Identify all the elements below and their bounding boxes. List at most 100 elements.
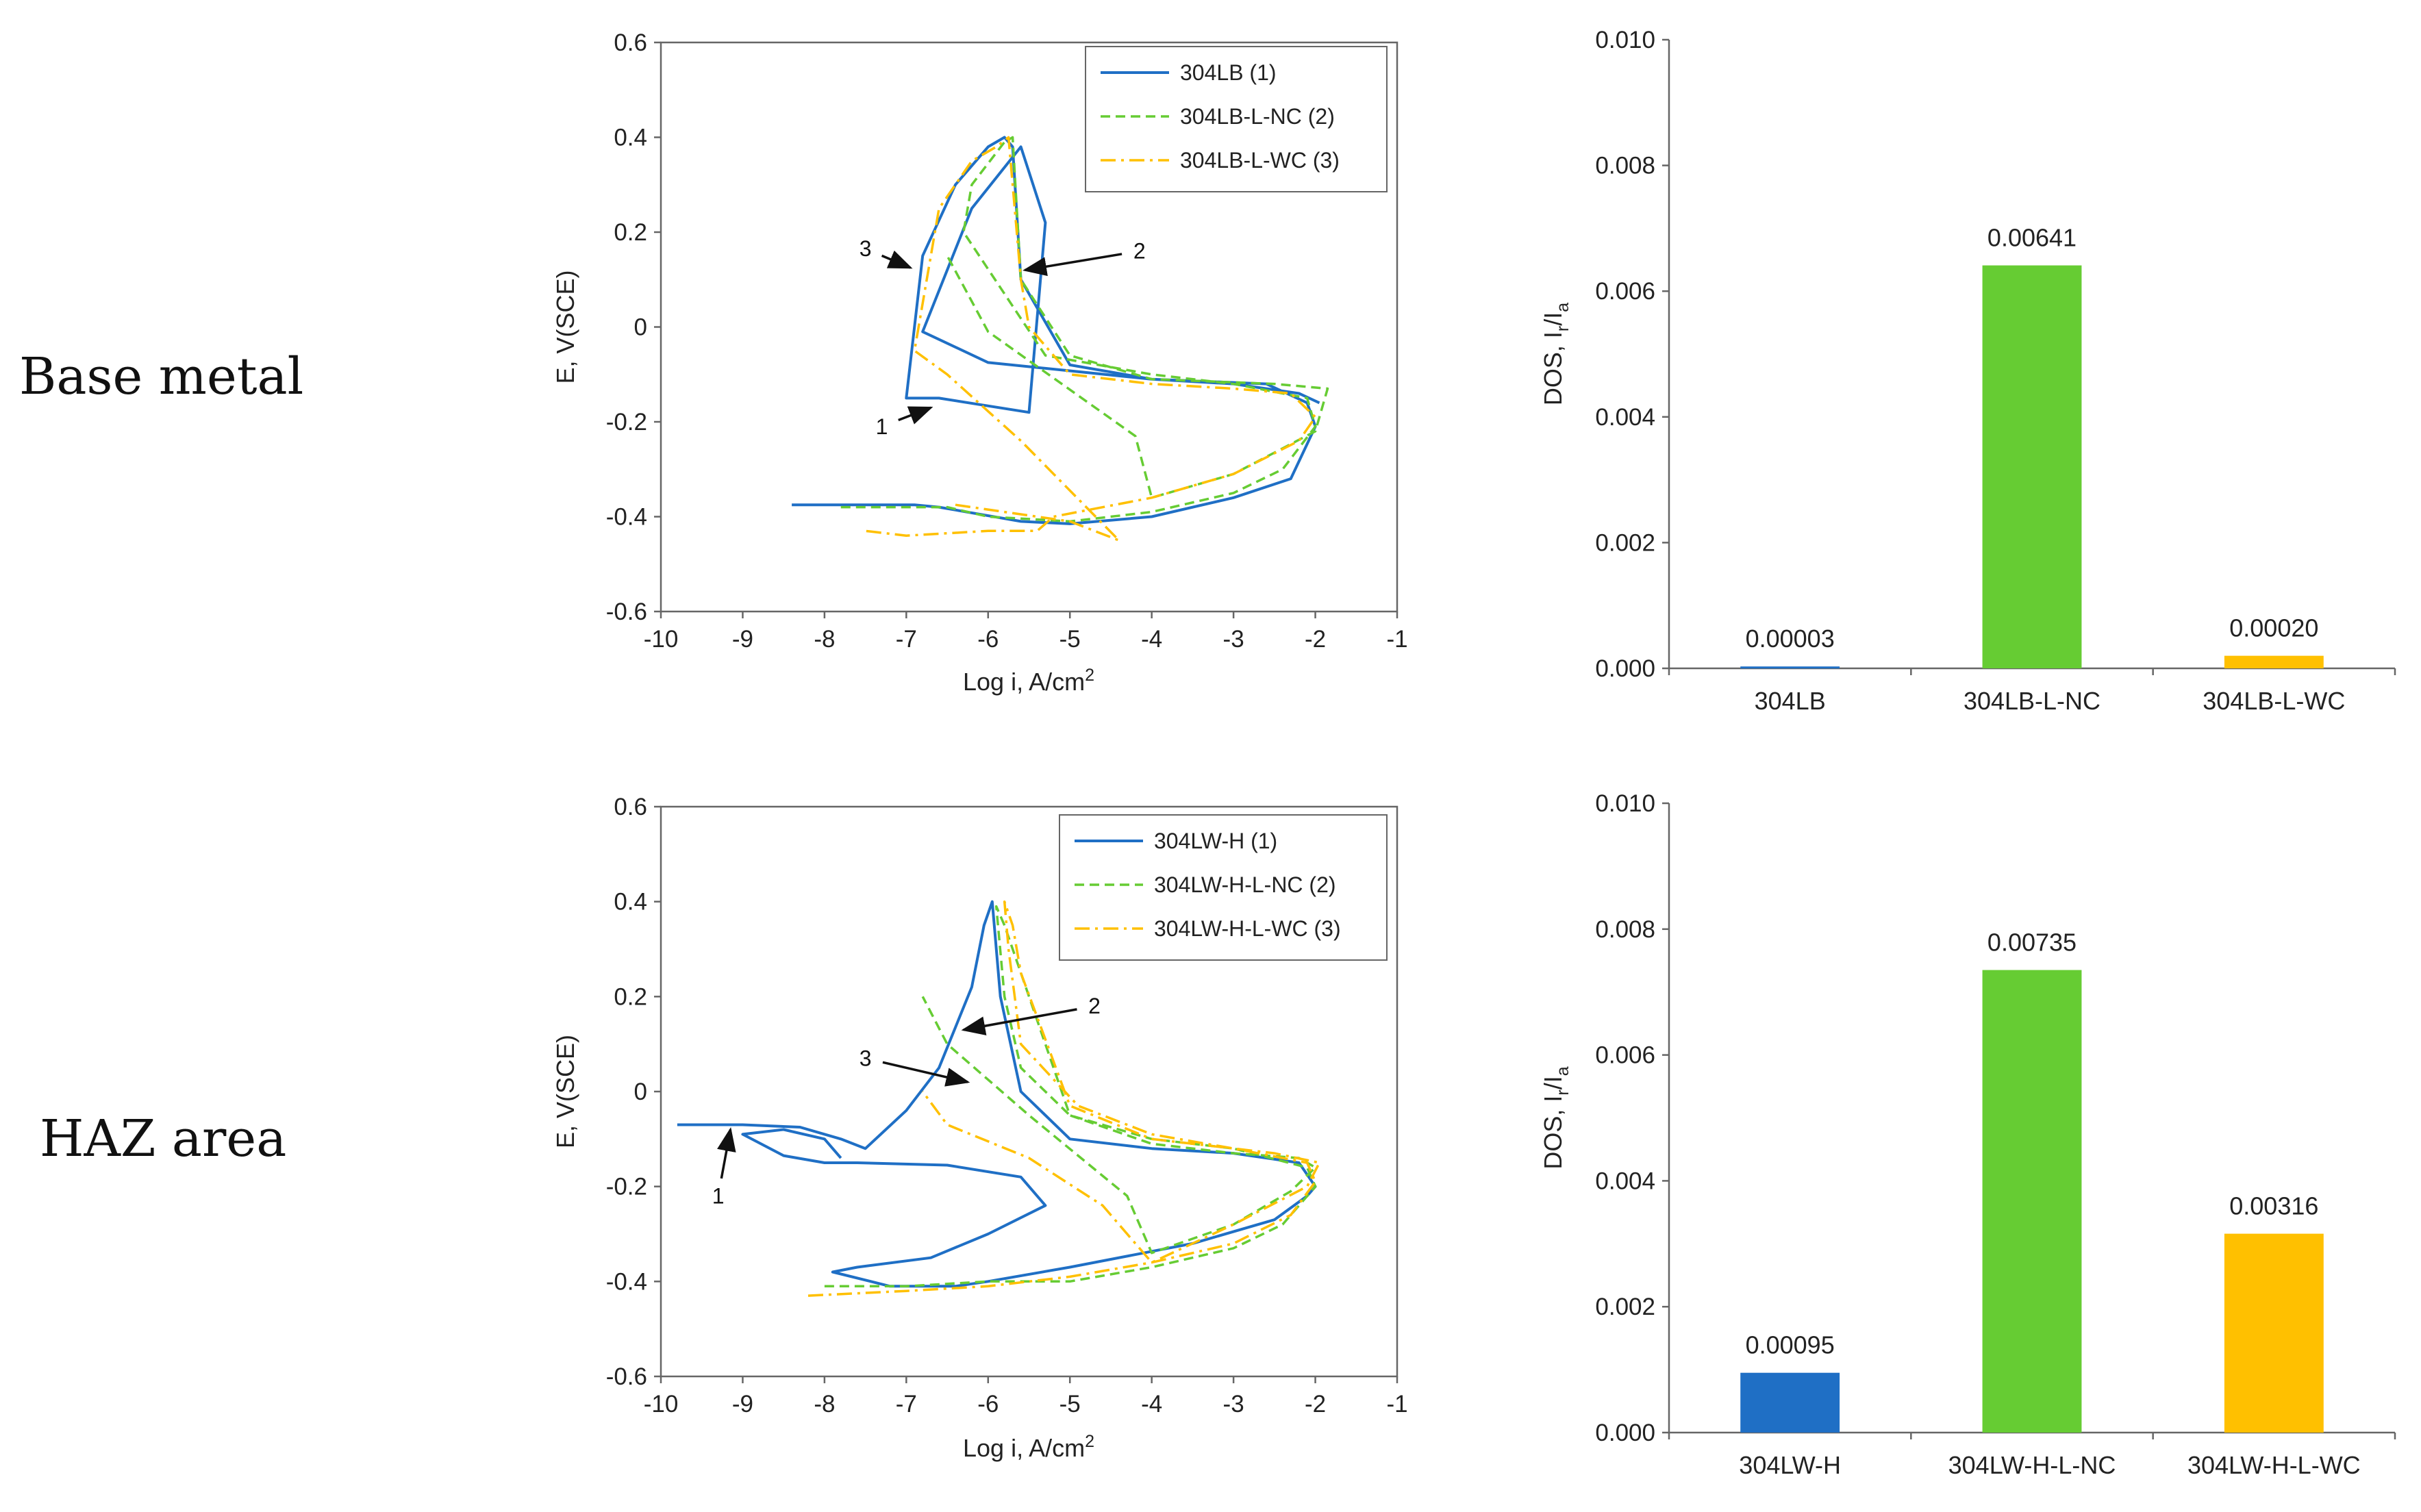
y-tick-label: -0.6 — [606, 1363, 647, 1390]
annotation-arrow-2 — [961, 1008, 1077, 1036]
y-tick-label: 0.000 — [1595, 655, 1655, 682]
x-tick-label: -4 — [1141, 1391, 1162, 1418]
x-axis-label-main: Log i, A/cm — [963, 1434, 1085, 1462]
y-tick-label: 0.008 — [1595, 916, 1655, 943]
annotation-label-2: 2 — [1133, 239, 1146, 264]
legend-entry-1: 304LW-H (1) — [1154, 829, 1277, 853]
x-tick-label: -1 — [1386, 626, 1407, 653]
series-line-1 — [792, 136, 1320, 525]
y-axis-label-sub-r: r — [1553, 1089, 1572, 1095]
y-axis-label-sub-a: a — [1553, 303, 1572, 312]
y-tick-label: 0.010 — [1595, 790, 1655, 817]
x-tick-label: -7 — [896, 626, 917, 653]
y-tick-label: 0.4 — [614, 125, 647, 151]
annotation-label-3: 3 — [860, 1046, 872, 1070]
x-tick-label: -8 — [814, 626, 835, 653]
legend-box — [1085, 46, 1388, 192]
y-axis-label-sub-a: a — [1553, 1066, 1572, 1076]
y-tick-label: 0.6 — [614, 794, 647, 820]
y-tick-label: -0.2 — [606, 409, 647, 436]
annotation-arrow-1 — [717, 1127, 736, 1179]
annotation-arrow-3 — [882, 1061, 970, 1087]
category-label-1: 304LW-H — [1739, 1451, 1841, 1479]
x-tick-label: -6 — [977, 1391, 999, 1418]
row-label-base-metal: Base metal — [19, 347, 303, 406]
bar-3 — [2224, 1233, 2324, 1433]
x-axis-label-main: Log i, A/cm — [963, 668, 1085, 696]
y-axis-label: E, V(SCE) — [551, 1035, 579, 1148]
x-tick-label: -5 — [1059, 626, 1081, 653]
series-line-3 — [807, 900, 1321, 1297]
y-tick-label: 0.6 — [614, 29, 647, 56]
category-label-2: 304LB-L-NC — [1964, 687, 2100, 715]
y-tick-label: 0.002 — [1595, 529, 1655, 556]
annotation-arrow-2 — [1023, 253, 1122, 277]
x-axis-label: Log i, A/cm2 — [963, 666, 1094, 696]
x-tick-label: -2 — [1305, 1391, 1326, 1418]
bar-1 — [1740, 1372, 1840, 1433]
bar-1 — [1740, 666, 1840, 669]
annotation-label-3: 3 — [860, 236, 872, 261]
bar-value-label-1: 0.00003 — [1746, 625, 1835, 653]
y-tick-label: 0.010 — [1595, 27, 1655, 53]
bar-value-label-2: 0.00735 — [1987, 929, 2077, 957]
x-axis-label-superscript: 2 — [1085, 1432, 1094, 1451]
y-tick-label: 0.4 — [614, 889, 647, 916]
category-label-2: 304LW-H-L-NC — [1948, 1451, 2116, 1479]
x-tick-label: -10 — [644, 1391, 679, 1418]
x-tick-label: -10 — [644, 626, 679, 653]
y-axis-label-main: DOS, I — [1539, 1096, 1567, 1170]
y-axis-label: DOS, Ir/Ia — [1539, 1066, 1572, 1169]
x-tick-label: -4 — [1141, 626, 1162, 653]
x-axis-label-superscript: 2 — [1085, 666, 1094, 685]
annotation-label-2: 2 — [1088, 994, 1101, 1018]
legend-entry-3: 304LB-L-WC (3) — [1180, 148, 1340, 173]
y-tick-label: -0.6 — [606, 598, 647, 625]
y-tick-label: 0 — [634, 314, 647, 341]
y-tick-label: 0.008 — [1595, 153, 1655, 179]
y-tick-label: 0.006 — [1595, 1042, 1655, 1069]
x-tick-label: -1 — [1386, 1391, 1407, 1418]
legend-entry-2: 304LB-L-NC (2) — [1180, 104, 1335, 129]
bar-2 — [1982, 265, 2082, 668]
y-tick-label: 0.004 — [1595, 1168, 1655, 1194]
legend-entry-3: 304LW-H-L-WC (3) — [1154, 916, 1341, 941]
bar-value-label-3: 0.00316 — [2229, 1192, 2318, 1220]
series-line-3 — [865, 136, 1317, 542]
x-tick-label: -8 — [814, 1391, 835, 1418]
dos-bar-chart-base-metal: 0.000 0.002 0.004 0.006 0.008 0.010 0.00003 304… — [1539, 27, 2396, 715]
bar-3 — [2224, 655, 2324, 668]
y-axis-label-main: DOS, I — [1539, 331, 1567, 405]
y-axis-label: DOS, Ir/Ia — [1539, 303, 1572, 405]
bar-2 — [1982, 970, 2082, 1433]
dos-bar-chart-haz: 0.000 0.002 0.004 0.006 0.008 0.010 0.00095 304… — [1539, 790, 2396, 1479]
y-tick-label: -0.4 — [606, 504, 647, 531]
y-tick-label: 0.2 — [614, 219, 647, 246]
category-label-3: 304LB-L-WC — [2203, 687, 2345, 715]
y-tick-label: -0.2 — [606, 1174, 647, 1200]
x-tick-label: -6 — [977, 626, 999, 653]
legend-entry-1: 304LB (1) — [1180, 60, 1277, 85]
y-tick-label: 0.000 — [1595, 1420, 1655, 1446]
x-tick-label: -9 — [732, 626, 753, 653]
y-tick-label: 0 — [634, 1079, 647, 1105]
x-tick-label: -7 — [896, 1391, 917, 1418]
y-tick-label: 0.002 — [1595, 1294, 1655, 1320]
y-tick-label: 0.004 — [1595, 404, 1655, 431]
annotation-arrow-3 — [881, 250, 913, 269]
y-axis-label-mid: /I — [1539, 312, 1567, 326]
x-tick-label: -5 — [1059, 1391, 1081, 1418]
polarization-chart-base-metal: -10 -9 -8 -7 -6 -5 -4 -3 -2 -1 -0.6 -0.4 -0.2 0 0.2 0.4… — [551, 29, 1408, 696]
annotation-label-1: 1 — [876, 414, 888, 439]
bar-value-label-1: 0.00095 — [1746, 1331, 1835, 1359]
x-tick-label: -3 — [1223, 626, 1244, 653]
x-tick-label: -9 — [732, 1391, 753, 1418]
series-line-2 — [824, 905, 1317, 1288]
annotation-label-1: 1 — [712, 1184, 725, 1209]
bar-value-label-2: 0.00641 — [1987, 224, 2077, 252]
legend-entry-2: 304LW-H-L-NC (2) — [1154, 872, 1336, 897]
category-label-1: 304LB — [1755, 687, 1826, 715]
x-axis-label: Log i, A/cm2 — [963, 1432, 1094, 1462]
bar-value-label-3: 0.00020 — [2229, 614, 2318, 642]
